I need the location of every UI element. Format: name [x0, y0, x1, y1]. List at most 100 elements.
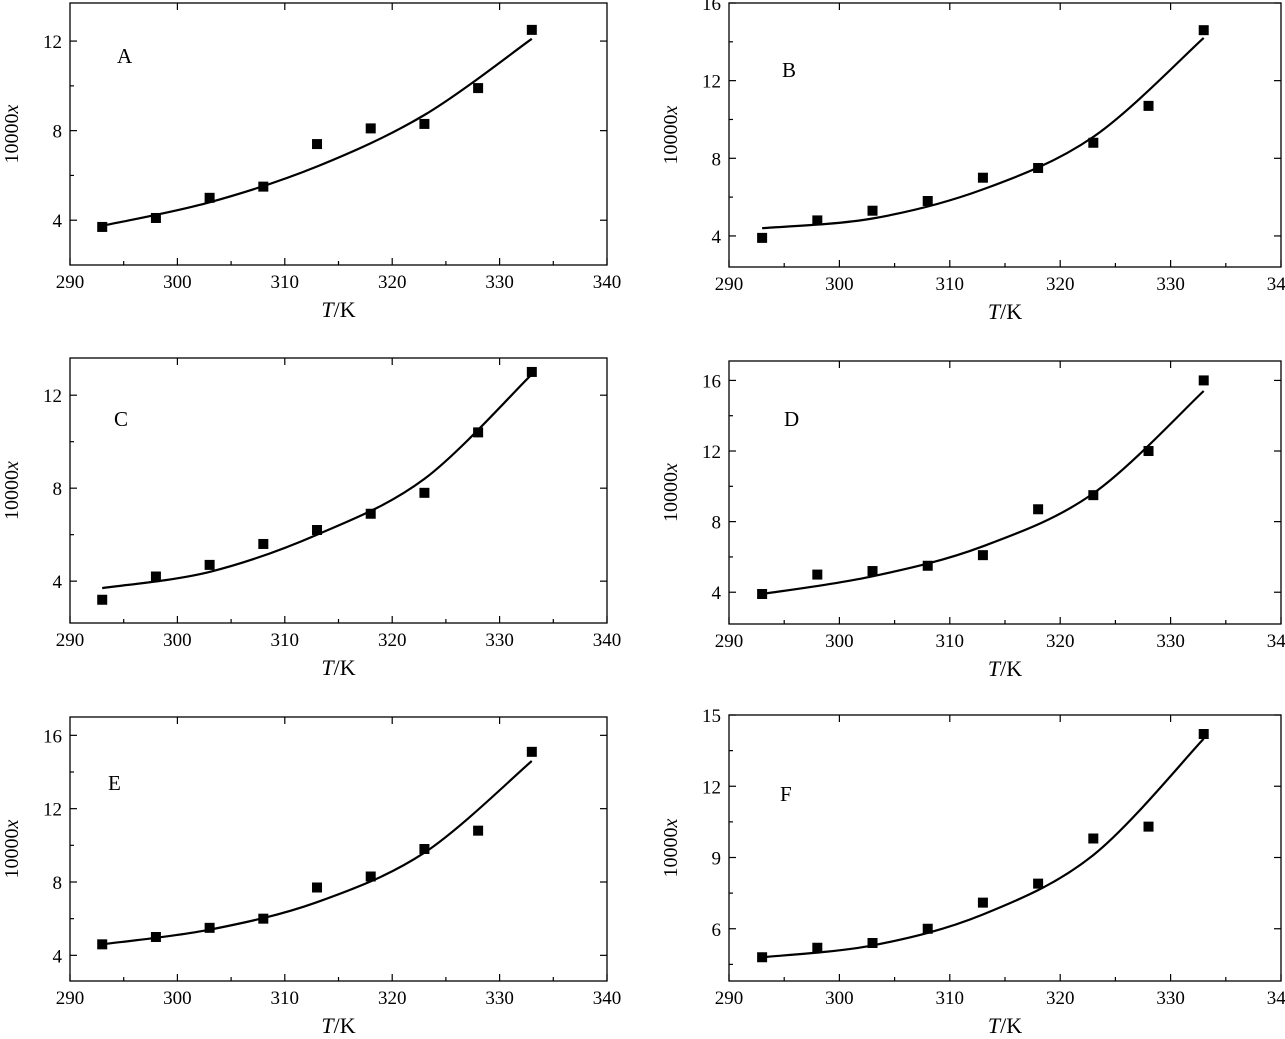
x-tick-label: 310 — [936, 988, 965, 1009]
data-point — [150, 932, 161, 942]
y-axis-label-prefix: 10000 — [660, 827, 682, 877]
x-tick-label: 310 — [271, 630, 300, 651]
data-point — [1198, 729, 1209, 739]
data-point — [977, 550, 988, 561]
x-axis-label-var: T — [988, 299, 1002, 324]
x-tick-label: 300 — [163, 630, 192, 651]
x-tick-label: 320 — [1046, 631, 1075, 652]
data-point — [419, 118, 430, 129]
data-point — [97, 594, 108, 605]
panel-d: 290 300 310 320 330 340 4 8 12 16 T/K 10000x D — [660, 360, 1285, 681]
data-point — [757, 588, 768, 599]
data-point — [1143, 446, 1154, 457]
fit-curve — [762, 37, 1205, 230]
y-tick-label: 4 — [712, 227, 722, 248]
x-axis-label: T/K — [988, 299, 1022, 324]
data-point — [258, 538, 269, 549]
y-axis-label-var: x — [1, 819, 23, 829]
y-axis-label-prefix: 10000 — [1, 828, 23, 878]
data-point — [977, 897, 988, 908]
x-tick-label: 330 — [485, 630, 514, 651]
y-tick-label: 8 — [53, 122, 63, 143]
y-tick-label: 9 — [712, 849, 722, 870]
data-point — [977, 172, 988, 183]
fit-curve — [761, 390, 1205, 596]
x-axis-label: T/K — [321, 655, 355, 680]
data-point — [258, 913, 269, 924]
y-tick-label: 6 — [712, 920, 722, 941]
data-point — [419, 844, 430, 854]
data-point — [473, 83, 484, 94]
data-point — [757, 952, 768, 963]
plot-frame — [728, 714, 1282, 982]
data-point — [1088, 137, 1099, 148]
data-point — [526, 24, 537, 35]
y-tick-label: 8 — [53, 873, 63, 894]
x-tick-label: 290 — [56, 988, 85, 1009]
plot-frame — [69, 357, 608, 624]
x-tick-label: 290 — [715, 274, 744, 295]
x-tick-label: 340 — [593, 988, 622, 1009]
data-point — [312, 882, 323, 893]
data-point — [1143, 821, 1154, 832]
data-point — [1033, 163, 1044, 173]
y-tick-label: 4 — [53, 572, 63, 593]
panel-label: F — [780, 782, 792, 806]
data-point — [1198, 375, 1209, 386]
x-tick-label: 300 — [825, 274, 854, 295]
y-axis-label-var: x — [1, 104, 23, 114]
x-tick-label: 300 — [163, 272, 192, 293]
x-tick-label: 330 — [1156, 631, 1185, 652]
y-axis-label-prefix: 10000 — [1, 113, 23, 163]
data-point — [526, 746, 537, 757]
data-point — [204, 192, 215, 203]
data-point — [365, 508, 376, 519]
x-tick-label: 340 — [593, 630, 622, 651]
x-axis-label-var: T — [321, 297, 335, 322]
data-point — [150, 571, 161, 582]
data-point — [97, 221, 108, 232]
x-tick-label: 290 — [56, 272, 85, 293]
y-axis-label-prefix: 10000 — [660, 472, 682, 522]
data-point — [1198, 25, 1209, 36]
x-axis-label-unit: /K — [334, 297, 356, 322]
x-axis-label: T/K — [321, 297, 355, 322]
x-tick-label: 340 — [1267, 988, 1285, 1009]
data-point — [922, 196, 933, 206]
x-axis-label-var: T — [321, 1013, 335, 1038]
x-axis-label-unit: /K — [1000, 656, 1022, 681]
y-axis-label: 10000x — [1, 461, 23, 520]
x-tick-label: 330 — [1156, 274, 1185, 295]
panel-label: B — [782, 58, 796, 82]
y-tick-label: 12 — [43, 32, 62, 53]
y-tick-label: 4 — [53, 946, 63, 967]
y-tick-label: 16 — [43, 726, 62, 747]
y-tick-label: 4 — [712, 583, 722, 604]
x-tick-label: 340 — [1267, 274, 1285, 295]
x-tick-label: 320 — [1046, 274, 1075, 295]
data-point — [867, 205, 878, 216]
panel-label: A — [117, 44, 133, 68]
x-axis-label: T/K — [321, 1013, 355, 1038]
y-axis-label-var: x — [660, 105, 682, 115]
y-tick-label: 8 — [712, 149, 722, 170]
plot-frame — [728, 360, 1282, 625]
y-tick-label: 16 — [702, 0, 721, 15]
y-tick-label: 12 — [702, 442, 721, 463]
x-tick-label: 300 — [825, 988, 854, 1009]
x-tick-label: 340 — [593, 272, 622, 293]
data-point — [419, 487, 430, 498]
y-axis-label-var: x — [660, 818, 682, 828]
data-point — [312, 139, 323, 150]
x-tick-label: 330 — [485, 272, 514, 293]
data-point — [757, 232, 768, 243]
panel-f: 290 300 310 320 330 340 6 9 12 15 T/K 10000x F — [660, 706, 1285, 1038]
x-axis-label-var: T — [988, 1013, 1002, 1038]
y-axis-label: 10000x — [660, 818, 682, 877]
data-point — [204, 922, 215, 933]
y-axis-label-prefix: 10000 — [1, 470, 23, 520]
data-point — [812, 942, 823, 953]
y-tick-label: 8 — [53, 479, 63, 500]
x-tick-label: 330 — [1156, 988, 1185, 1009]
